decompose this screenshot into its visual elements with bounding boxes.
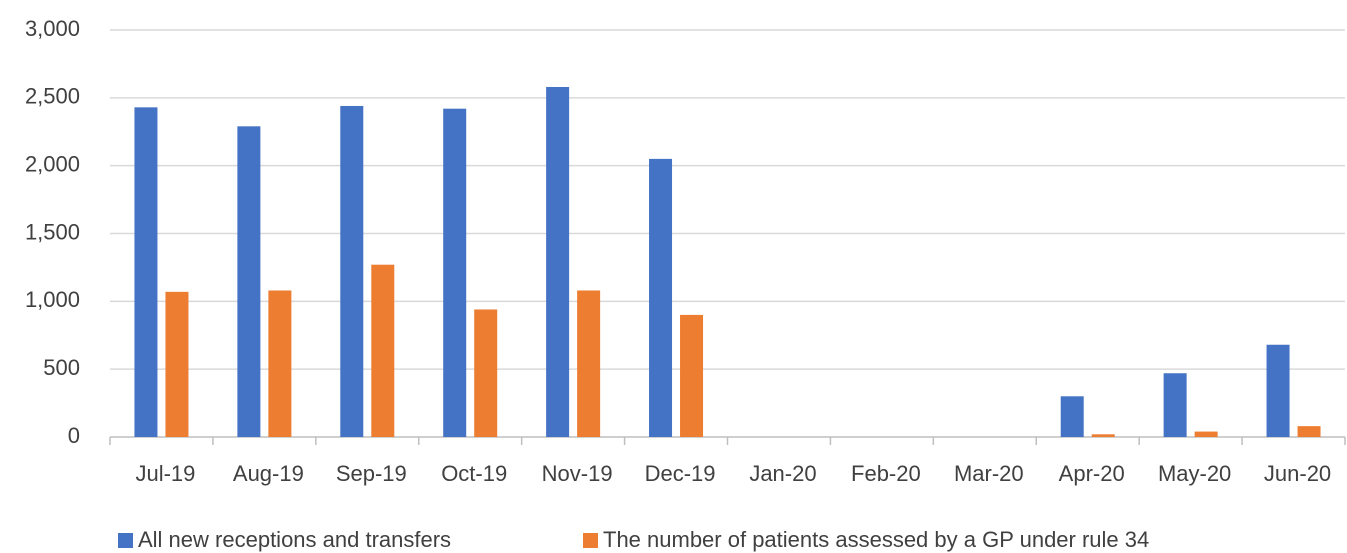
- x-tick-label: Nov-19: [542, 461, 613, 486]
- bar: [371, 264, 395, 437]
- legend-label: The number of patients assessed by a GP …: [603, 527, 1149, 552]
- x-tick-label: Jun-20: [1264, 461, 1331, 486]
- bar: [443, 108, 467, 437]
- x-tick-label: Dec-19: [645, 461, 716, 486]
- bar: [1163, 373, 1187, 437]
- bar: [268, 290, 292, 437]
- bar: [1060, 396, 1084, 437]
- x-tick-label: Feb-20: [851, 461, 921, 486]
- bar: [165, 291, 189, 437]
- x-tick-label: Mar-20: [954, 461, 1024, 486]
- y-tick-label: 500: [43, 355, 80, 380]
- y-tick-label: 3,000: [25, 16, 80, 41]
- x-tick-label: Oct-19: [441, 461, 507, 486]
- bar: [237, 126, 261, 437]
- y-tick-label: 0: [68, 423, 80, 448]
- bar: [680, 314, 704, 437]
- bar: [1194, 431, 1218, 437]
- y-tick-label: 1,500: [25, 219, 80, 244]
- bar: [134, 107, 158, 437]
- x-tick-label: May-20: [1158, 461, 1231, 486]
- y-tick-label: 2,500: [25, 84, 80, 109]
- x-tick-label: Aug-19: [233, 461, 304, 486]
- bar: [546, 86, 570, 437]
- bar: [1297, 426, 1321, 437]
- x-tick-label: Apr-20: [1059, 461, 1125, 486]
- bar: [474, 309, 498, 437]
- legend-label: All new receptions and transfers: [138, 527, 451, 552]
- x-tick-label: Sep-19: [336, 461, 407, 486]
- bar: [1266, 344, 1290, 437]
- x-tick-label: Jan-20: [749, 461, 816, 486]
- legend-swatch: [583, 533, 598, 548]
- bar: [1091, 434, 1115, 437]
- y-tick-label: 1,000: [25, 287, 80, 312]
- bar: [340, 105, 364, 438]
- legend-swatch: [118, 533, 133, 548]
- bar: [649, 158, 673, 437]
- x-tick-label: Jul-19: [135, 461, 195, 486]
- y-tick-label: 2,000: [25, 151, 80, 176]
- bar: [577, 290, 601, 437]
